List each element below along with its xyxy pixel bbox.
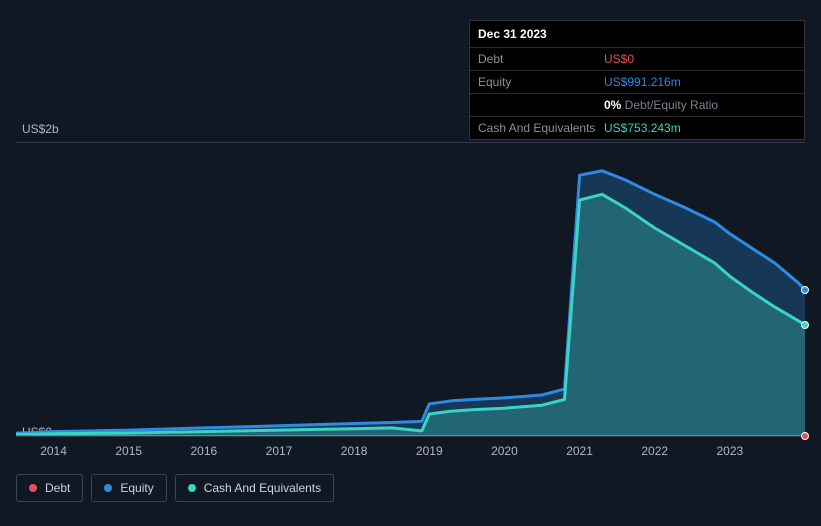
x-axis: 2014 2015 2016 2017 2018 2019 2020 2021 2022 2023	[16, 444, 805, 464]
legend-label: Equity	[120, 481, 153, 495]
legend-dot-icon	[29, 484, 37, 492]
tooltip-row-value: US$753.243m	[604, 121, 796, 135]
chart-area: US$2b US$0 20142015201620172018201920202…	[16, 112, 805, 510]
chart-svg	[16, 143, 805, 436]
tooltip-row: 0% Debt/Equity Ratio	[470, 94, 804, 117]
tooltip-row-label: Equity	[478, 75, 604, 89]
x-axis-tick: 2016	[190, 444, 217, 458]
x-axis-tick: 2015	[115, 444, 142, 458]
x-axis-tick: 2014	[40, 444, 67, 458]
tooltip-row-label: Debt	[478, 52, 604, 66]
tooltip-row-value: US$991.216m	[604, 75, 796, 89]
tooltip-row: Cash And EquivalentsUS$753.243m	[470, 117, 804, 139]
tooltip-row-label	[478, 98, 604, 112]
x-axis-tick: 2021	[566, 444, 593, 458]
series-end-marker	[801, 321, 809, 329]
y-axis-label-top: US$2b	[22, 122, 59, 136]
plot-region[interactable]	[16, 142, 805, 437]
series-end-marker	[801, 286, 809, 294]
tooltip-row-value: 0% Debt/Equity Ratio	[604, 98, 796, 112]
x-axis-tick: 2022	[641, 444, 668, 458]
legend: Debt Equity Cash And Equivalents	[16, 474, 334, 502]
tooltip-row-value: US$0	[604, 52, 796, 66]
x-axis-tick: 2023	[716, 444, 743, 458]
tooltip-row-label: Cash And Equivalents	[478, 121, 604, 135]
legend-label: Cash And Equivalents	[204, 481, 321, 495]
series-end-marker	[801, 432, 809, 440]
legend-item[interactable]: Cash And Equivalents	[175, 474, 334, 502]
legend-label: Debt	[45, 481, 70, 495]
x-axis-tick: 2020	[491, 444, 518, 458]
x-axis-tick: 2019	[416, 444, 443, 458]
x-axis-tick: 2018	[341, 444, 368, 458]
tooltip-date: Dec 31 2023	[470, 21, 804, 48]
legend-item[interactable]: Equity	[91, 474, 166, 502]
legend-dot-icon	[188, 484, 196, 492]
x-axis-tick: 2017	[266, 444, 293, 458]
legend-item[interactable]: Debt	[16, 474, 83, 502]
legend-dot-icon	[104, 484, 112, 492]
tooltip-row: EquityUS$991.216m	[470, 71, 804, 94]
chart-tooltip: Dec 31 2023 DebtUS$0EquityUS$991.216m0% …	[469, 20, 805, 140]
tooltip-row: DebtUS$0	[470, 48, 804, 71]
